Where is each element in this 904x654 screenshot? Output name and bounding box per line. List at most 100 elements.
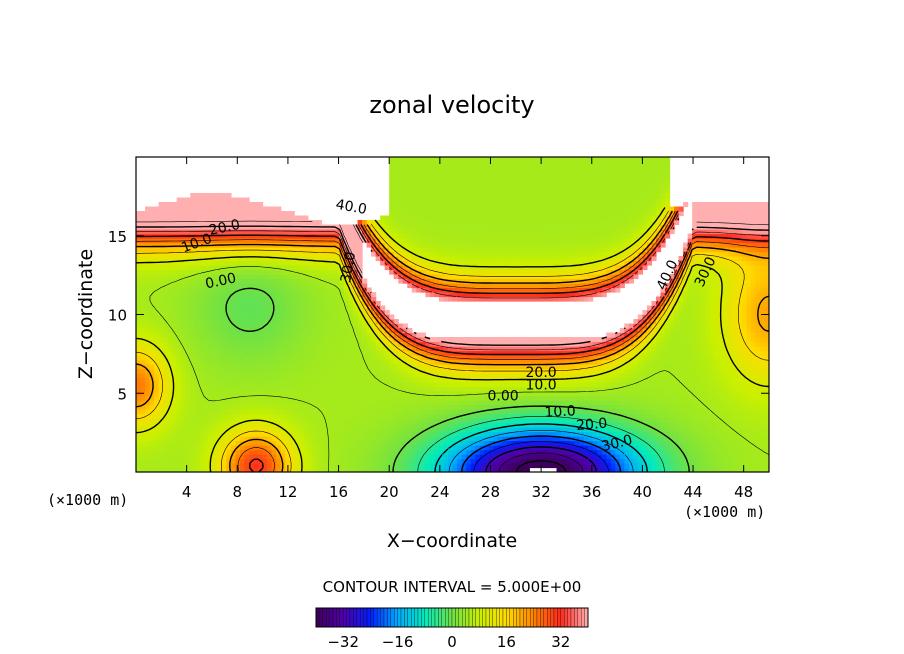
field-cell [759, 373, 766, 379]
field-cell [655, 368, 662, 374]
field-cell [199, 305, 205, 311]
field-cell [339, 332, 345, 338]
field-cell [267, 341, 273, 347]
field-cell [524, 413, 530, 419]
field-cell [624, 364, 630, 370]
field-cell [479, 467, 485, 472]
field-cell [307, 319, 313, 325]
field-cell [556, 355, 562, 361]
field-cell [669, 341, 675, 347]
field-cell [674, 305, 680, 311]
field-cell [561, 391, 567, 397]
field-cell [425, 364, 431, 370]
field-cell [258, 328, 264, 334]
field-cell [755, 346, 761, 352]
field-cell [588, 346, 594, 352]
field-cell [687, 346, 693, 352]
field-cell [136, 377, 142, 383]
field-cell [687, 305, 693, 311]
field-cell [294, 449, 300, 455]
field-cell [628, 463, 634, 469]
field-cell [547, 409, 553, 415]
field-cell [565, 400, 571, 406]
field-cell [479, 436, 485, 442]
field-cell [701, 323, 707, 329]
field-cell [497, 467, 503, 472]
field-cell [574, 454, 580, 460]
field-cell [407, 400, 413, 406]
field-cell [203, 418, 209, 424]
field-cell [692, 359, 698, 365]
field-cell [230, 346, 237, 352]
field-cell [484, 422, 490, 428]
field-cell [172, 422, 178, 428]
field-cell [669, 328, 675, 334]
field-cell [755, 395, 761, 401]
field-cell [167, 431, 173, 437]
field-cell [289, 440, 295, 446]
field-cell [443, 431, 449, 437]
field-cell [226, 431, 232, 437]
field-cell [303, 382, 309, 388]
field-cell [312, 400, 318, 406]
field-cell [389, 386, 395, 392]
field-cell [217, 373, 223, 379]
field-cell [597, 364, 603, 370]
field-cell [362, 395, 368, 401]
field-cell [714, 377, 720, 383]
field-cell [249, 391, 255, 397]
field-cell [692, 436, 698, 442]
field-cell [438, 337, 445, 343]
field-cell [145, 458, 151, 464]
field-cell [267, 391, 273, 397]
field-cell [384, 436, 390, 442]
field-cell [750, 404, 757, 410]
field-cell [402, 337, 408, 343]
field-cell [362, 368, 368, 374]
field-cell [199, 395, 205, 401]
field-cell [579, 463, 585, 469]
field-cell [457, 467, 463, 472]
field-cell [674, 458, 680, 464]
field-cell [479, 404, 485, 410]
field-cell [728, 436, 734, 442]
field-cell [226, 350, 232, 356]
field-cell [294, 463, 300, 469]
field-cell [696, 449, 702, 455]
field-cell [651, 391, 657, 397]
field-cell [579, 296, 585, 302]
field-cell [606, 373, 612, 379]
field-cell [488, 440, 494, 446]
field-cell [728, 400, 734, 406]
field-cell [375, 350, 381, 356]
field-cell [551, 359, 558, 365]
field-cell [176, 386, 182, 392]
field-cell [533, 431, 540, 437]
field-cell [447, 368, 454, 374]
field-cell [597, 413, 603, 419]
field-cell [339, 346, 345, 352]
field-cell [764, 422, 769, 428]
field-cell [710, 319, 716, 325]
field-cell [167, 382, 173, 388]
field-cell [249, 314, 255, 320]
field-cell [357, 413, 363, 419]
field-cell [678, 413, 684, 419]
field-cell [497, 454, 503, 460]
field-cell [203, 454, 209, 460]
field-cell [497, 422, 503, 428]
field-cell [276, 332, 282, 338]
field-cell [253, 310, 259, 316]
field-cell [601, 337, 607, 343]
field-cell [140, 373, 146, 379]
field-cell [190, 368, 196, 374]
field-cell [488, 422, 494, 428]
field-cell [741, 301, 747, 307]
field-cell [425, 440, 431, 446]
field-cell [674, 301, 680, 307]
field-cell [701, 431, 707, 437]
field-cell [592, 445, 598, 451]
field-cell [475, 413, 481, 419]
field-cell [551, 341, 558, 347]
field-cell [339, 323, 345, 329]
